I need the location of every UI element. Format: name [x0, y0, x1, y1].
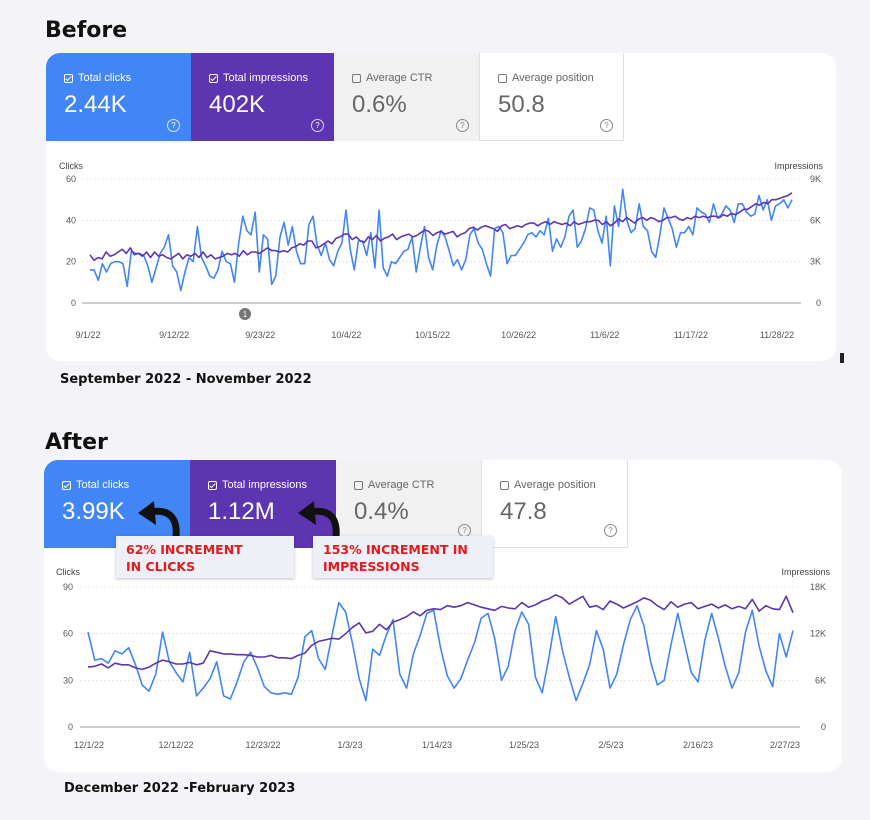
tile-label: Total impressions — [222, 479, 307, 491]
y-right-tick-label: 9K — [810, 174, 821, 184]
checkbox-checked-icon[interactable] — [64, 73, 73, 83]
checkbox-checked-icon[interactable] — [208, 480, 217, 490]
clicks-series-line — [87, 601, 794, 702]
help-icon[interactable]: ? — [167, 119, 180, 132]
help-icon[interactable]: ? — [600, 119, 613, 132]
before-period-caption: September 2022 - November 2022 — [60, 372, 312, 387]
y-left-tick-label: 90 — [63, 582, 73, 592]
tile-value: 1.12M — [208, 498, 275, 525]
after-period-caption: December 2022 -February 2023 — [64, 781, 296, 796]
x-tick-label: 10/4/22 — [331, 330, 361, 340]
average-ctr-tile[interactable]: Average CTR 0.4% ? — [336, 460, 482, 548]
x-tick-label: 2/5/23 — [598, 740, 623, 750]
x-tick-label: 11/17/22 — [674, 330, 708, 340]
curved-arrow-icon — [138, 501, 180, 539]
x-tick-label: 2/27/23 — [770, 740, 800, 750]
y-left-tick-label: 40 — [66, 215, 76, 225]
callout-line: IMPRESSIONS — [323, 559, 420, 574]
y-left-tick-label: 0 — [68, 722, 73, 732]
checkbox-unchecked-icon[interactable] — [354, 480, 363, 490]
annotation-marker — [239, 308, 251, 320]
before-line-chart: Clicks Impressions 0 0 20 3K 40 6K 60 9K 9/1/22 9/1… — [59, 161, 824, 340]
total-impressions-tile[interactable]: Total impressions 402K ? — [191, 53, 334, 141]
tile-label: Average position — [514, 479, 596, 491]
y-right-tick-label: 18K — [810, 582, 826, 592]
impressions-series-line — [87, 594, 794, 671]
checkbox-unchecked-icon[interactable] — [500, 480, 509, 490]
after-line-chart: Clicks Impressions 0 0 30 6K 60 12K 90 18K 12/1/22… — [56, 567, 831, 750]
checkbox-checked-icon[interactable] — [62, 480, 71, 490]
right-axis-title: Impressions — [774, 161, 823, 171]
x-tick-label: 11/28/22 — [760, 330, 794, 340]
y-right-tick-label: 12K — [810, 629, 826, 639]
right-axis-title: Impressions — [781, 567, 830, 577]
impressions-increment-callout: 153% INCREMENT IN IMPRESSIONS — [313, 536, 493, 578]
x-tick-label: 9/12/22 — [159, 330, 189, 340]
tile-label: Total impressions — [223, 72, 308, 84]
tile-label: Total clicks — [76, 479, 130, 491]
checkbox-unchecked-icon[interactable] — [352, 73, 361, 83]
y-left-tick-label: 60 — [66, 174, 76, 184]
y-right-tick-label: 3K — [810, 257, 821, 267]
x-tick-label: 10/15/22 — [415, 330, 450, 340]
tile-label: Total clicks — [78, 72, 132, 84]
before-card: Total clicks 2.44K ? Total impressions 4… — [46, 53, 836, 361]
callout-line: IN CLICKS — [126, 559, 196, 574]
help-icon[interactable]: ? — [604, 524, 617, 537]
edge-mark — [840, 353, 844, 363]
tile-value: 402K — [209, 91, 266, 118]
y-left-tick-label: 0 — [71, 298, 76, 308]
y-left-tick-label: 30 — [63, 675, 73, 685]
callout-line: 62% INCREMENT — [126, 542, 243, 557]
clicks-increment-callout: 62% INCREMENT IN CLICKS — [116, 536, 294, 578]
y-right-tick-label: 0 — [821, 722, 826, 732]
checkbox-checked-icon[interactable] — [209, 73, 218, 83]
average-position-tile[interactable]: Average position 47.8 ? — [482, 460, 628, 548]
y-right-tick-label: 0 — [816, 298, 821, 308]
x-tick-label: 2/16/23 — [683, 740, 713, 750]
left-axis-title: Clicks — [56, 567, 80, 577]
y-right-tick-label: 6K — [810, 215, 821, 225]
average-ctr-tile[interactable]: Average CTR 0.6% ? — [334, 53, 480, 141]
x-tick-label: 1/3/23 — [337, 740, 362, 750]
tile-value: 0.6% — [352, 91, 407, 118]
average-position-tile[interactable]: Average position 50.8 ? — [480, 53, 624, 141]
x-tick-label: 10/26/22 — [501, 330, 536, 340]
x-tick-label: 1/14/23 — [422, 740, 452, 750]
tile-label: Average CTR — [368, 479, 435, 491]
total-clicks-tile[interactable]: Total clicks 2.44K ? — [46, 53, 191, 141]
tile-value: 2.44K — [64, 91, 127, 118]
curved-arrow-icon — [298, 501, 340, 539]
tile-value: 3.99K — [62, 498, 125, 525]
y-left-tick-label: 60 — [63, 629, 73, 639]
tile-label: Average position — [512, 72, 594, 84]
x-tick-label: 12/12/22 — [158, 740, 193, 750]
tile-value: 47.8 — [500, 498, 547, 525]
after-heading: After — [45, 430, 108, 455]
tile-value: 0.4% — [354, 498, 409, 525]
x-tick-label: 12/23/22 — [245, 740, 280, 750]
total-clicks-tile[interactable]: Total clicks 3.99K — [44, 460, 190, 548]
help-icon[interactable]: ? — [456, 119, 469, 132]
x-tick-label: 9/1/22 — [75, 330, 100, 340]
tile-value: 50.8 — [498, 91, 545, 118]
after-card: Total clicks 3.99K Total impressions 1.1… — [44, 460, 842, 772]
x-tick-label: 11/6/22 — [590, 330, 619, 340]
x-tick-label: 9/23/22 — [245, 330, 275, 340]
y-left-tick-label: 20 — [66, 257, 76, 267]
tile-label: Average CTR — [366, 72, 433, 84]
callout-line: 153% INCREMENT IN — [323, 542, 468, 557]
help-icon[interactable]: ? — [311, 119, 324, 132]
before-heading: Before — [45, 18, 128, 43]
annotation-marker-label: 1 — [243, 310, 248, 319]
left-axis-title: Clicks — [59, 161, 83, 171]
y-right-tick-label: 6K — [815, 675, 826, 685]
x-tick-label: 1/25/23 — [509, 740, 539, 750]
impressions-series-line — [89, 192, 793, 262]
checkbox-unchecked-icon[interactable] — [498, 73, 507, 83]
clicks-series-line — [90, 188, 793, 292]
x-tick-label: 12/1/22 — [74, 740, 104, 750]
